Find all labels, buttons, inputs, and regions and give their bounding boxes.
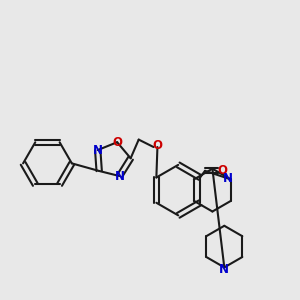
Text: O: O <box>218 164 227 177</box>
Text: N: N <box>115 169 124 182</box>
Text: N: N <box>219 263 229 276</box>
Text: N: N <box>223 172 233 185</box>
Text: O: O <box>152 139 162 152</box>
Text: O: O <box>112 136 122 149</box>
Text: N: N <box>93 144 103 157</box>
